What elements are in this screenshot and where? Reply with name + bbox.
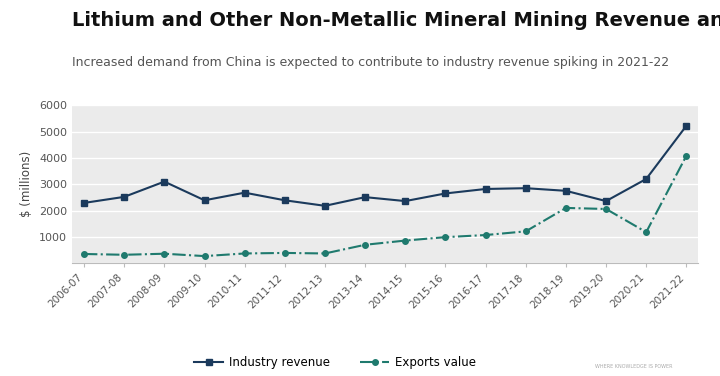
Legend: Industry revenue, Exports value: Industry revenue, Exports value	[189, 351, 481, 374]
Text: WHERE KNOWLEDGE IS POWER: WHERE KNOWLEDGE IS POWER	[595, 364, 672, 369]
Text: Lithium and Other Non-Metallic Mineral Mining Revenue and Exports: Lithium and Other Non-Metallic Mineral M…	[72, 11, 720, 30]
Y-axis label: $ (millions): $ (millions)	[20, 151, 33, 217]
Text: Increased demand from China is expected to contribute to industry revenue spikin: Increased demand from China is expected …	[72, 56, 669, 70]
Text: IBISWorld: IBISWorld	[599, 343, 668, 356]
